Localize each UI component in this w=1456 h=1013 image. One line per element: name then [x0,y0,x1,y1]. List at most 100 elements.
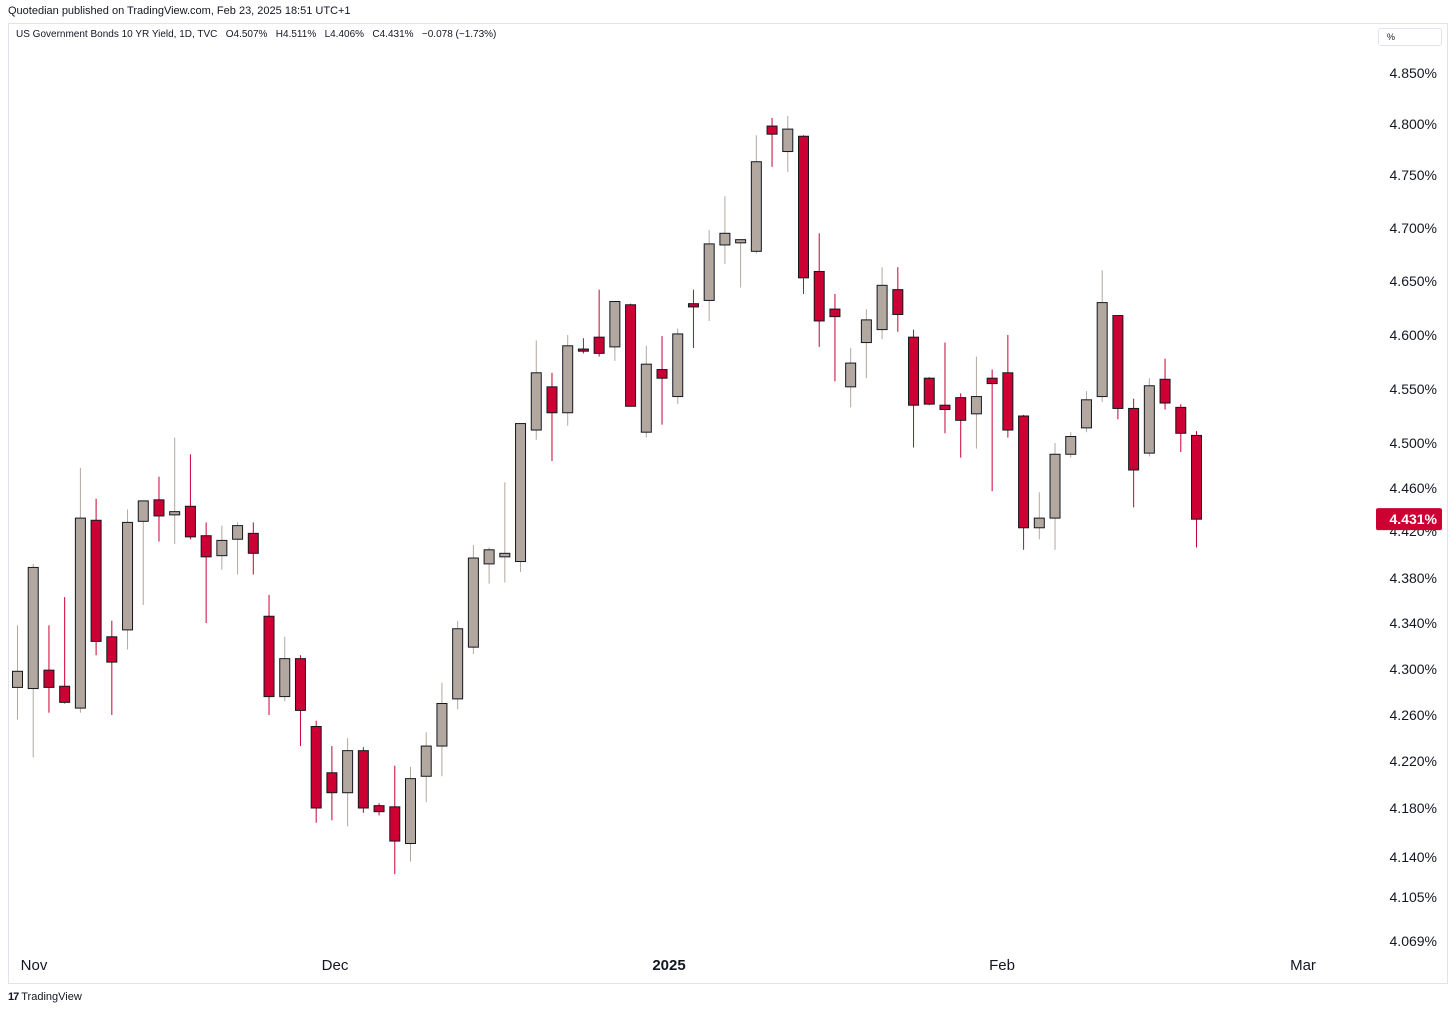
y-tick-label: 4.340% [1390,615,1437,631]
legend-open: 4.507% [233,29,268,40]
candle-body [687,303,699,308]
candle-body [860,319,872,344]
candle-body [200,535,212,558]
candle [452,620,464,710]
candle-body [656,369,668,379]
candle [169,437,181,544]
candle [74,467,86,713]
candle [106,620,118,715]
candle-body [955,397,967,421]
candle-body [90,519,102,642]
candle-body [169,511,181,516]
legend-symbol: US Government Bonds 10 YR Yield, 1D, TVC [16,29,218,40]
candle-body [263,615,275,698]
candle-body [923,377,935,405]
candle [483,547,495,584]
candle [750,135,762,254]
y-tick-label: 4.180% [1390,800,1437,816]
candle [687,289,699,348]
candle-body [798,135,809,279]
candle [656,336,668,425]
tradingview-logo-icon: 17 [8,991,19,1003]
candle [562,335,574,426]
candle-body [499,552,511,558]
unit-selector[interactable]: % [1378,28,1442,46]
candle-body [939,404,951,411]
symbol-legend: US Government Bonds 10 YR Yield, 1D, TVC… [16,29,496,40]
candle [200,522,212,623]
candle-body [719,232,731,246]
candle-body [766,125,778,135]
candle-body [310,726,322,809]
x-tick-label: Nov [21,957,48,974]
candle-body [74,517,86,709]
candle [609,301,621,361]
candle [216,525,228,570]
y-axis: 4.069% 4.105% 4.140% 4.180% 4.220% 4.260% 4.30… [1390,65,1437,949]
candle [860,309,872,379]
y-tick-label: 4.220% [1390,753,1437,769]
y-tick-label: 4.380% [1390,570,1437,586]
candle-body [43,669,55,688]
candle-body [782,128,794,153]
legend-high: 4.511% [283,29,317,40]
candle [153,476,165,542]
candle-body [892,289,904,315]
y-tick-label: 4.700% [1390,220,1437,236]
candle-body [59,685,71,703]
candle [719,196,731,265]
candle-body [1175,406,1187,434]
legend-close-label: C [372,29,380,40]
y-tick-label: 4.650% [1390,273,1437,289]
candle [27,563,39,758]
candle [1065,432,1077,458]
candle [955,393,967,458]
candle [1033,492,1045,540]
candle [373,803,385,816]
candlestick-chart: 4.069% 4.105% 4.140% 4.180% 4.220% 4.260% 4.30… [12,65,1442,974]
candle-body [483,549,495,565]
candle-body [106,636,118,663]
candle-body [1033,517,1045,529]
candle [546,372,558,461]
candle [1002,335,1014,438]
candle [420,732,432,803]
candle [735,239,747,288]
candle-body [357,750,369,809]
candle [1143,378,1155,457]
candle-body [640,363,652,433]
candle [986,369,998,492]
legend-close: 4.431% [379,29,414,40]
x-axis: Nov Dec 2025 Feb Mar [21,957,1316,974]
x-tick-label: 2025 [652,957,685,974]
y-tick-label: 4.850% [1390,65,1437,81]
candle-body [184,505,196,538]
candle-body [625,304,637,407]
y-tick-label: 4.500% [1390,435,1437,451]
candle-body [829,308,841,318]
candle-body [876,284,888,331]
candle [782,115,794,172]
legend-low-label: L [324,29,331,40]
candle-body [1096,302,1108,398]
candle [122,509,134,650]
candle [263,594,275,715]
candle [813,233,825,347]
x-tick-label: Feb [989,957,1015,974]
candle-body [1002,372,1014,431]
candle [625,303,637,407]
candle [1018,414,1030,550]
candle-body [216,539,228,557]
candle [310,720,322,823]
candle [923,377,935,406]
candle [939,342,951,434]
candle-body [908,336,920,406]
candle-body [326,772,338,794]
candle-body [373,805,385,813]
candle [672,328,684,405]
candle [59,597,71,704]
y-tick-label: 4.140% [1390,849,1437,865]
candle-body [970,396,982,415]
candle [43,625,55,713]
candle-body [247,532,259,554]
